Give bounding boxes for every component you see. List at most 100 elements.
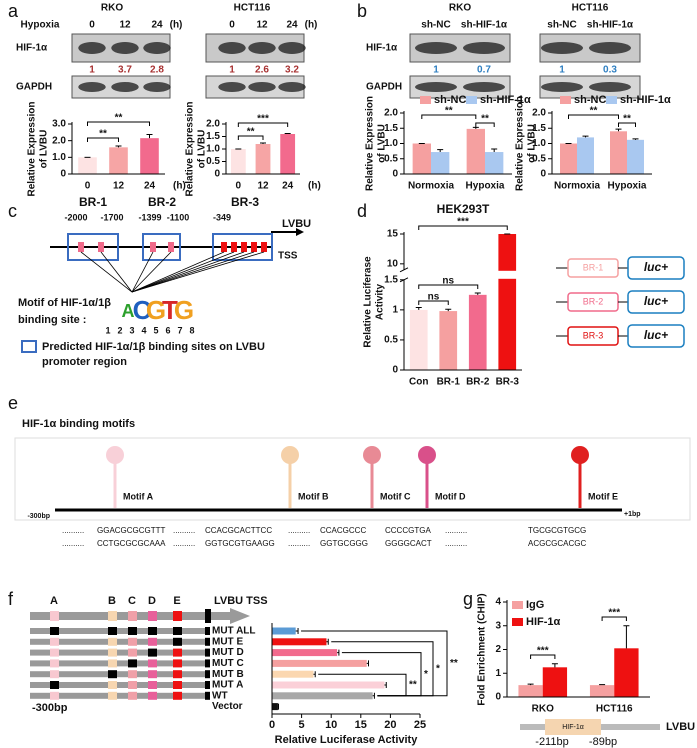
site-block [148,637,157,646]
site-block [173,627,182,635]
tss-block [205,648,210,657]
motif-stem [425,458,429,508]
significance-bracket [530,654,556,659]
bar [431,152,450,174]
motif-head [106,446,124,464]
reporter-box [627,324,685,348]
blot-row-label: HIF-1α [16,43,48,54]
blot-band [78,82,106,92]
y-axis-label: of LVBU [527,124,538,163]
legend-swatch [606,96,617,104]
site-letter: C [128,595,136,607]
construct-bar [30,682,208,688]
error-bar [115,145,122,148]
error-bar [295,628,299,634]
tss-block [205,609,211,623]
y-tick-label: 2.0 [206,119,220,130]
reporter-label: luc+ [644,328,668,342]
motif-sequence: GGACGCGCGTTT [97,526,166,535]
y-tick-label: 1 [392,305,398,316]
y-tick-label: 0 [214,169,220,180]
motif-title: Motif of HIF-1α/1β [18,297,111,309]
region-name: BR-1 [79,195,107,209]
motif-sequence: CCTGCGCGCAAA [97,539,166,548]
motif-name: Motif A [123,491,154,501]
significance-label: ** [445,106,453,117]
bar [589,685,615,697]
motif-end: +1bp [624,511,641,518]
x-tick-label: 24 [282,181,294,192]
legend-label: sh-HIF-1α [620,94,671,106]
blot-band [218,82,246,92]
gene-label: LVBU [282,218,311,230]
significance-label: *** [457,217,469,228]
site-block [173,681,182,689]
reporter-label: luc+ [644,294,668,308]
blot-band [415,42,457,54]
bar [230,149,246,174]
x-tick-label: 5 [299,719,305,731]
x-tick-label: RKO [532,704,554,715]
site-block [108,611,117,621]
y-axis-label: of LVBU [39,130,50,169]
motif-stem [370,458,374,508]
construct-bar [30,649,208,656]
logo-letter: C [133,295,152,325]
blot-band [78,42,106,54]
site-block [108,627,117,635]
y-tick-label: 0.5 [384,335,398,346]
x-tick-label: 0 [236,181,242,192]
motif-name: Motif C [380,491,411,501]
error-bar [527,683,534,686]
bar [610,131,627,174]
tss-block [205,681,210,689]
region-name: BR-2 [148,195,176,209]
y-tick-label: 1.5 [206,131,220,142]
x-tick-label: BR-2 [466,377,490,388]
bar [560,143,577,174]
bar [272,649,338,657]
error-bar [366,660,369,667]
significance-bracket [87,137,119,142]
site-block [173,670,182,679]
x-tick-label: Normoxia [408,181,455,192]
construct-label: BR-1 [583,262,604,272]
motif-head [281,446,299,464]
logo-letter: A [122,301,135,321]
lane-label: sh-NC [421,20,450,31]
gene-label: LVBU [666,721,695,733]
y-tick-label: 2.0 [52,135,66,146]
significance-bracket [475,122,495,127]
motif-sequence: CCACGCACTTCC [205,526,272,535]
y-tick-label: 1.0 [532,138,546,149]
site-block [78,242,84,252]
x-tick-label: 0 [269,719,275,731]
region-start: -1399 [138,212,161,222]
y-tick-label: MUT A [212,680,243,691]
bar [109,147,128,174]
logo-position: 7 [177,325,182,335]
legend-swatch [512,601,523,609]
x-tick-label: BR-3 [496,377,520,388]
site-block [261,242,267,252]
significance-label: ** [115,113,123,124]
y-axis-label: Relative Expression [185,101,196,196]
significance-bracket [418,300,449,305]
sequence-spacer: .......... [288,539,310,548]
y-tick-label: 1 [495,668,501,679]
blot-unit: (h) [170,20,183,31]
logo-letter: G [174,295,194,325]
y-tick-label: WT [212,690,228,701]
blot-title: HCT116 [572,3,609,14]
legend-label: promoter region [42,356,127,368]
logo-position: 1 [105,325,110,335]
bar [439,311,458,370]
site-block [50,611,59,621]
blot-band [589,42,631,54]
site-block [128,691,137,700]
lane-label: 0 [229,20,235,31]
logo-position: 5 [153,325,158,335]
band-quant: 1 [433,65,439,76]
lane-label: 0 [89,20,95,31]
site-block [148,681,157,689]
